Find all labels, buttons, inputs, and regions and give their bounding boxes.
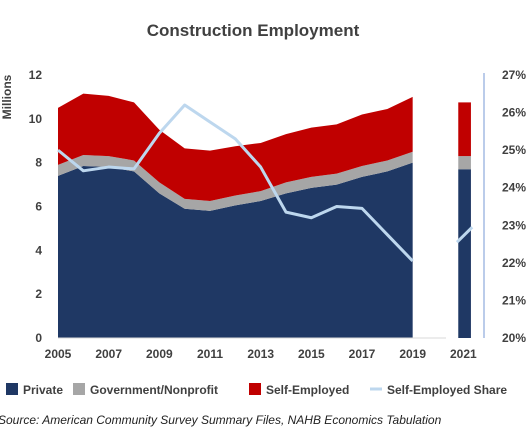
source-note: Source: American Community Survey Summar… — [0, 413, 442, 427]
bar-2021-government-nonprofit — [458, 156, 471, 170]
chart-legend: Private Government/Nonprofit Self-Employed… — [6, 383, 507, 397]
y2-tick-label: 25% — [502, 143, 526, 157]
legend-swatch-government-nonprofit — [73, 383, 85, 395]
y2-tick-label: 20% — [502, 331, 526, 345]
line-self-employed-share — [57, 103, 414, 263]
x-tick-label: 2021 — [450, 347, 477, 361]
y-tick-label: 0 — [35, 331, 42, 345]
x-tick-label: 2017 — [349, 347, 376, 361]
legend-label-private: Private — [23, 383, 63, 397]
y-tick-label: 12 — [29, 68, 43, 82]
legend-label-self-employed-share: Self-Employed Share — [387, 383, 507, 397]
y2-tick-label: 24% — [502, 181, 526, 195]
y-tick-label: 8 — [35, 156, 42, 170]
x-tick-label: 2005 — [45, 347, 72, 361]
area-private — [58, 162, 413, 338]
y2-tick-label: 21% — [502, 293, 526, 307]
chart-title: Construction Employment — [147, 21, 360, 40]
legend-swatch-self-employed — [249, 383, 261, 395]
y2-tick-label: 27% — [502, 68, 526, 82]
x-tick-label: 2011 — [197, 347, 223, 361]
y-tick-label: 10 — [29, 112, 43, 126]
legend-label-self-employed: Self-Employed — [266, 383, 349, 397]
legend-label-government-nonprofit: Government/Nonprofit — [90, 383, 218, 397]
area-government-nonprofit — [58, 151, 413, 211]
area-self-employed — [58, 93, 413, 202]
y2-tick-label: 22% — [502, 256, 526, 270]
bar-2021-private — [458, 169, 471, 338]
y2-tick-label: 26% — [502, 106, 526, 120]
y-tick-label: 6 — [35, 200, 42, 214]
y-axis-label: Millions — [0, 74, 14, 119]
plot-area: 0 2 4 6 8 10 12 20% 21% 22% 23% 24% 25% 26% 27% 2005 200… — [29, 68, 527, 361]
line-self-employed-share-2021 — [455, 226, 474, 244]
y2-tick-label: 23% — [502, 218, 526, 232]
x-tick-label: 2015 — [298, 347, 325, 361]
x-tick-label: 2019 — [399, 347, 426, 361]
y-tick-label: 4 — [35, 243, 42, 257]
x-tick-label: 2007 — [95, 347, 122, 361]
legend-swatch-private — [6, 383, 18, 395]
x-tick-label: 2009 — [146, 347, 173, 361]
bar-2021-self-employed — [458, 102, 471, 157]
x-tick-label: 2013 — [247, 347, 274, 361]
y-tick-label: 2 — [35, 287, 42, 301]
